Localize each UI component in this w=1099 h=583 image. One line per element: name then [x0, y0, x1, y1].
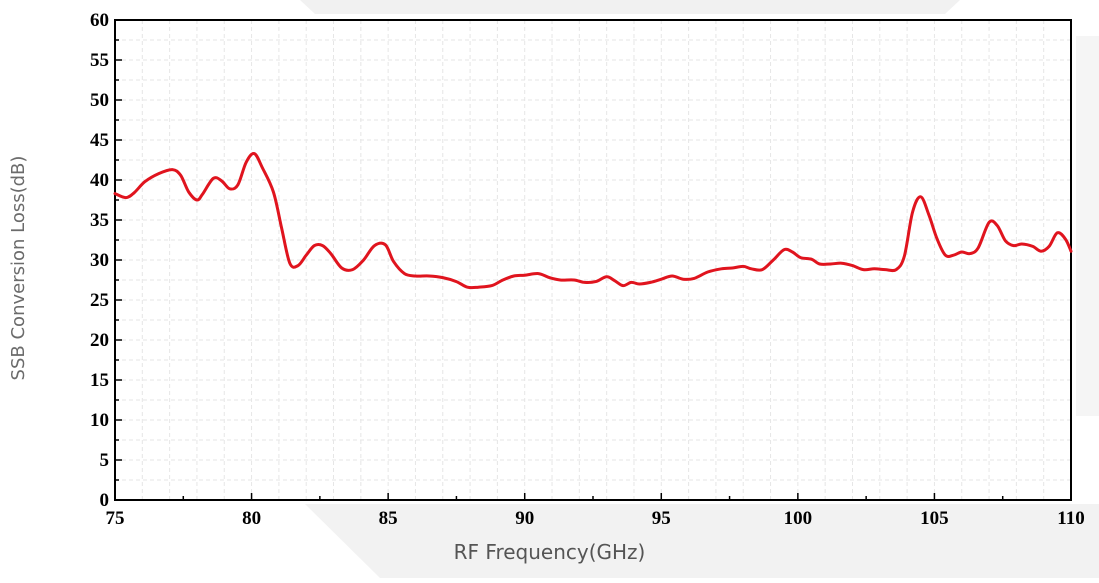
series-line [113, 152, 1073, 290]
y-tick-label: 0 [100, 490, 110, 511]
x-tick-label: 110 [1057, 508, 1084, 529]
background-panel-right [1076, 36, 1099, 416]
y-tick-label: 40 [90, 170, 109, 191]
y-axis-title: SSB Conversion Loss(dB) [8, 155, 29, 381]
x-tick-label: 75 [106, 508, 125, 529]
y-tick-label: 60 [90, 10, 109, 31]
y-tick-label: 15 [90, 370, 109, 391]
x-tick-label: 105 [920, 508, 949, 529]
x-tick-label: 80 [242, 508, 261, 529]
y-tick-label: 20 [90, 330, 109, 351]
x-tick-label: 85 [379, 508, 398, 529]
tick-labels: 75 80 85 90 95 100 105 110 0 5 10 15 20 25 30 35 40 45 50 5… [90, 10, 1085, 529]
y-tick-label: 5 [100, 450, 110, 471]
background-panel-bottom [305, 504, 1099, 578]
y-tick-label: 45 [90, 130, 109, 151]
axes [114, 19, 1072, 501]
y-tick-label: 25 [90, 290, 109, 311]
y-tick-label: 30 [90, 250, 109, 271]
x-tick-label: 100 [784, 508, 813, 529]
y-tick-label: 35 [90, 210, 109, 231]
grid [114, 19, 1072, 501]
y-tick-label: 10 [90, 410, 109, 431]
x-tick-label: 90 [515, 508, 534, 529]
background-panel-top [300, 0, 960, 14]
y-tick-label: 55 [90, 50, 109, 71]
y-tick-label: 50 [90, 90, 109, 111]
x-tick-label: 95 [652, 508, 671, 529]
series-group [113, 152, 1073, 290]
x-axis-title: RF Frequency(GHz) [453, 540, 646, 564]
